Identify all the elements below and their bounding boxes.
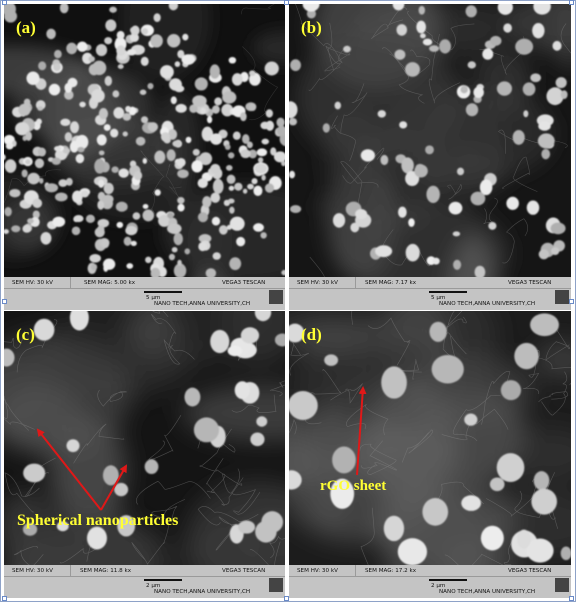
annotation-spherical-nanoparticles: Spherical nanoparticles <box>17 512 179 529</box>
annotation-rgo-sheet: rGO sheet <box>320 478 387 494</box>
sem-hv-d: SEM HV: 30 kV <box>297 568 338 574</box>
sem-mag-d: SEM MAG: 17.2 kx <box>365 568 417 574</box>
scale-value-c: 2 μm <box>146 583 161 589</box>
sem-mag-c: SEM MAG: 11.8 kx <box>80 568 132 574</box>
selection-handle[interactable] <box>569 596 574 601</box>
institution-text-c: NANO TECH,ANNA UNIVERSITY,CH <box>154 589 251 595</box>
sem-brand-b: VEGA3 TESCAN <box>508 280 552 286</box>
sem-brand-c: VEGA3 TESCAN <box>222 568 266 574</box>
sem-info-bar-d: SEM HV: 30 kV SEM MAG: 17.2 kx VEGA3 TES… <box>289 565 571 598</box>
selection-handle[interactable] <box>569 299 574 304</box>
panel-label-d: (d) <box>301 325 322 344</box>
sem-image-c <box>4 311 285 598</box>
scale-value-d: 2 μm <box>431 583 446 589</box>
sem-hv-a: SEM HV: 30 kV <box>12 280 53 286</box>
scale-bar-d <box>429 579 467 581</box>
sem-info-bar-a: SEM HV: 30 kV SEM MAG: 5.00 kx VEGA3 TES… <box>4 277 285 310</box>
panel-label-a: (a) <box>16 18 36 37</box>
sem-panel-a: (a) SEM HV: 30 kV SEM MAG: 5.00 kx VEGA3… <box>4 4 285 310</box>
selection-handle[interactable] <box>2 0 7 5</box>
sem-image-b <box>289 4 571 310</box>
sem-panel-d: (d) SEM HV: 30 kV SEM MAG: 17.2 kx VEGA3… <box>289 311 571 598</box>
selection-handle[interactable] <box>284 0 289 5</box>
institution-text-d: NANO TECH,ANNA UNIVERSITY,CH <box>439 589 536 595</box>
panel-label-c: (c) <box>16 325 35 344</box>
sem-hv-b: SEM HV: 30 kV <box>297 280 338 286</box>
tescan-logo <box>269 578 283 592</box>
scale-value-a: 5 μm <box>146 295 161 301</box>
scale-bar-b <box>429 291 467 293</box>
sem-panel-b: (b) SEM HV: 30 kV SEM MAG: 7.17 kx VEGA3… <box>289 4 571 310</box>
selection-handle[interactable] <box>2 299 7 304</box>
sem-image-d <box>289 311 571 598</box>
institution-text-b: NANO TECH,ANNA UNIVERSITY,CH <box>439 301 536 307</box>
scale-bar-c <box>144 579 182 581</box>
panel-label-b: (b) <box>301 18 322 37</box>
sem-mag-a: SEM MAG: 5.00 kx <box>84 280 136 286</box>
scale-value-b: 5 μm <box>431 295 446 301</box>
scale-bar-a <box>144 291 182 293</box>
tescan-logo <box>269 290 283 304</box>
selection-handle[interactable] <box>284 596 289 601</box>
sem-info-bar-c: SEM HV: 30 kV SEM MAG: 11.8 kx VEGA3 TES… <box>4 565 285 598</box>
sem-brand-d: VEGA3 TESCAN <box>508 568 552 574</box>
selection-handle[interactable] <box>2 596 7 601</box>
selection-handle[interactable] <box>569 0 574 5</box>
institution-text-a: NANO TECH,ANNA UNIVERSITY,CH <box>154 301 251 307</box>
sem-hv-c: SEM HV: 30 kV <box>12 568 53 574</box>
tescan-logo <box>555 290 569 304</box>
sem-brand-a: VEGA3 TESCAN <box>222 280 266 286</box>
tescan-logo <box>555 578 569 592</box>
sem-info-bar-b: SEM HV: 30 kV SEM MAG: 7.17 kx VEGA3 TES… <box>289 277 571 310</box>
sem-mag-b: SEM MAG: 7.17 kx <box>365 280 417 286</box>
sem-image-a <box>4 4 285 310</box>
sem-panel-c: (c) SEM HV: 30 kV SEM MAG: 11.8 kx VEGA3… <box>4 311 285 598</box>
